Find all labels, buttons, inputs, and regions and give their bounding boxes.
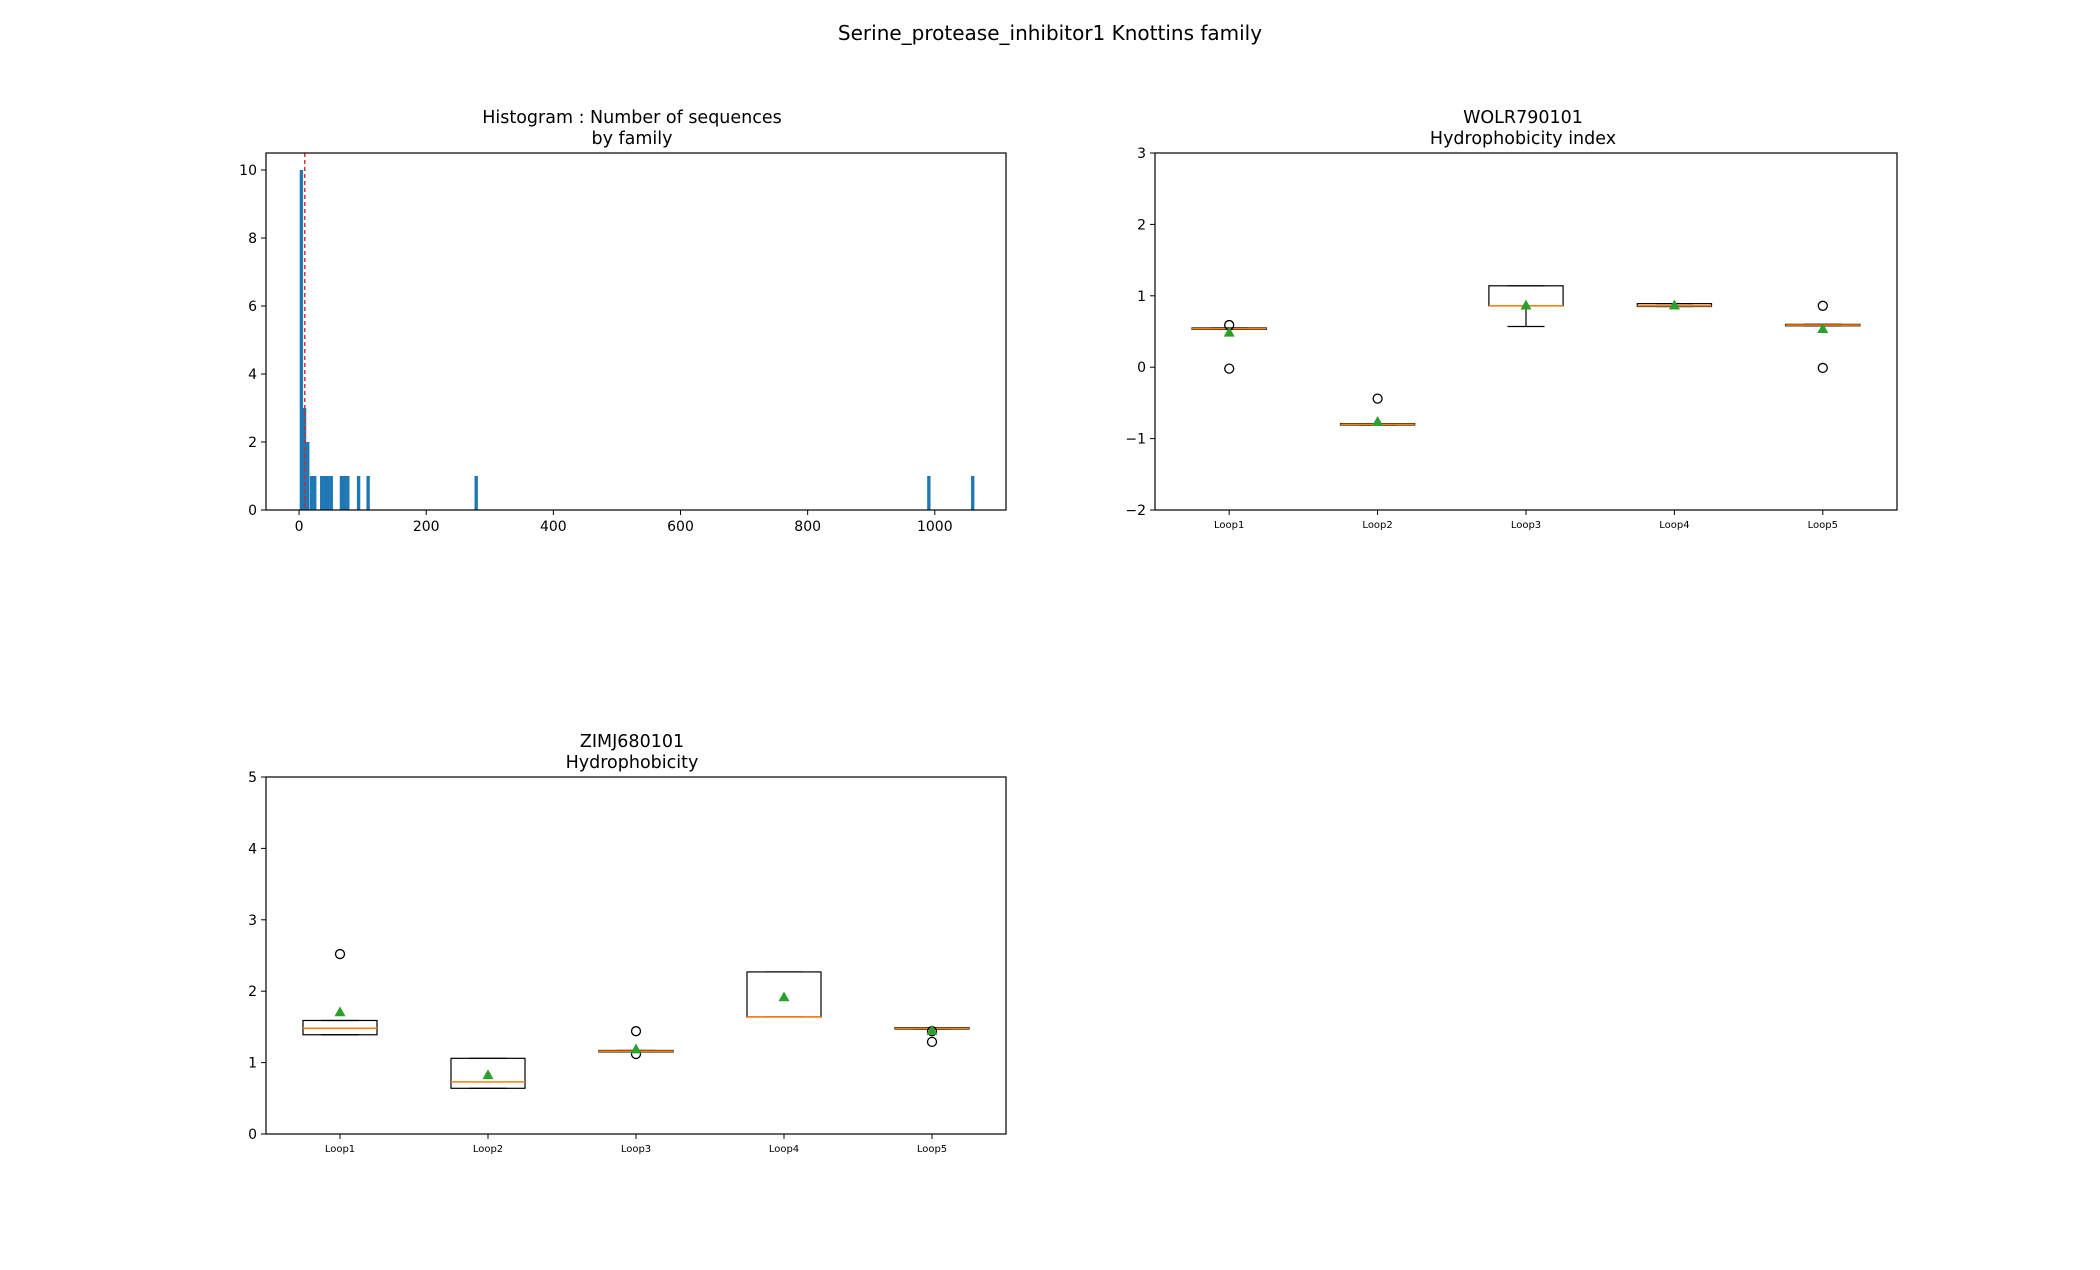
box-body <box>450 1057 526 1089</box>
box-flier <box>926 1036 938 1048</box>
histogram-bar <box>356 476 361 510</box>
x-tick-label: Loop5 <box>917 1144 947 1155</box>
wolr-title: WOLR790101 <box>1463 108 1583 128</box>
x-tick-label: Loop5 <box>1808 520 1838 531</box>
histogram-bar <box>313 476 317 510</box>
histogram-bar <box>366 476 370 510</box>
box-mean <box>1372 415 1384 426</box>
axes-frame <box>265 152 1007 511</box>
x-tick-label: Loop3 <box>621 1144 651 1155</box>
histogram-bar <box>302 408 307 510</box>
histogram-plot-area: 0 200 400 600 800 1000 0 2 4 6 8 10 <box>239 152 1007 535</box>
histogram-bar <box>474 476 478 510</box>
zimj-subtitle: Hydrophobicity <box>566 753 699 773</box>
histogram-bar <box>927 476 931 510</box>
x-tick-label: 800 <box>794 519 821 535</box>
histogram-bar <box>326 476 330 510</box>
axes-frame <box>265 776 1007 1135</box>
y-tick-label: 4 <box>248 367 257 383</box>
figure-suptitle: Serine_protease_inhibitor1 Knottins fami… <box>838 21 1262 45</box>
histogram-bar <box>309 476 314 510</box>
y-tick-label: 10 <box>239 163 257 179</box>
x-tick-label: 200 <box>413 519 440 535</box>
box-mean <box>778 991 790 1002</box>
histogram-bar <box>329 476 333 510</box>
histogram-bar <box>339 476 344 510</box>
y-tick-label: 0 <box>1137 360 1146 376</box>
histogram-title: Histogram : Number of sequences <box>482 108 782 128</box>
box-mean <box>1817 323 1829 334</box>
x-tick-label: 600 <box>667 519 694 535</box>
y-tick-label: 8 <box>248 231 257 247</box>
zimj-title: ZIMJ680101 <box>580 732 684 752</box>
box-mean <box>1520 299 1532 310</box>
x-tick-label: 1000 <box>917 519 953 535</box>
x-tick-label: Loop4 <box>1659 520 1689 531</box>
y-tick-label: 0 <box>248 503 257 519</box>
y-tick-label: 2 <box>1137 217 1146 233</box>
zimj-plot-area: Loop1 Loop2 Loop3 Loop4 Loop5 0 1 2 3 4 5 <box>248 770 1007 1155</box>
histogram-subtitle: by family <box>591 129 672 149</box>
x-tick-label: Loop2 <box>473 1144 503 1155</box>
y-tick-label: −2 <box>1125 503 1146 519</box>
box-mean <box>334 1006 346 1017</box>
x-tick-label: 0 <box>295 519 304 535</box>
box-mean <box>630 1043 642 1054</box>
wolr-panel: WOLR790101 Hydrophobicity index Loop1 Loo… <box>1125 108 1898 531</box>
box-flier <box>630 1026 642 1037</box>
x-tick-label: Loop3 <box>1511 520 1541 531</box>
y-tick-label: 0 <box>248 1127 257 1143</box>
y-tick-label: −1 <box>1125 432 1146 448</box>
box-flier <box>1372 393 1383 404</box>
y-tick-label: 3 <box>248 913 257 929</box>
box-flier <box>1817 300 1828 311</box>
histogram-panel: Histogram : Number of sequences by famil… <box>239 108 1007 535</box>
box-mean <box>1223 326 1235 337</box>
box-flier <box>334 948 346 960</box>
histogram-bar <box>299 170 304 510</box>
box-flier <box>1224 363 1235 374</box>
histogram-bar <box>342 476 347 510</box>
y-tick-label: 4 <box>248 841 257 857</box>
x-tick-label: 400 <box>540 519 567 535</box>
box-mean <box>482 1069 494 1080</box>
histogram-bar <box>320 476 324 510</box>
histogram-bar <box>346 476 350 510</box>
x-tick-label: Loop1 <box>325 1144 355 1155</box>
y-tick-label: 5 <box>248 770 257 786</box>
wolr-subtitle: Hydrophobicity index <box>1430 129 1616 149</box>
y-tick-label: 1 <box>248 1056 257 1072</box>
box-flier <box>1817 362 1828 374</box>
wolr-plot-area: Loop1 Loop2 Loop3 Loop4 Loop5 −2 −1 0 1 2 3 <box>1125 146 1898 531</box>
zimj-panel: ZIMJ680101 Hydrophobicity Loop1 Loop2 Loop… <box>248 732 1007 1155</box>
box-mean <box>926 1024 938 1035</box>
y-tick-label: 1 <box>1137 289 1146 305</box>
y-tick-label: 6 <box>248 299 257 315</box>
axes-frame <box>1154 152 1898 511</box>
y-tick-label: 2 <box>248 984 257 1000</box>
box-mean <box>1668 299 1680 310</box>
x-tick-label: Loop4 <box>769 1144 799 1155</box>
histogram-bar <box>323 476 327 510</box>
x-tick-label: Loop2 <box>1362 520 1392 531</box>
y-tick-label: 2 <box>248 435 257 451</box>
histogram-bar <box>306 442 310 510</box>
histogram-bar <box>971 476 975 510</box>
y-tick-label: 3 <box>1137 146 1146 162</box>
x-tick-label: Loop1 <box>1214 520 1244 531</box>
